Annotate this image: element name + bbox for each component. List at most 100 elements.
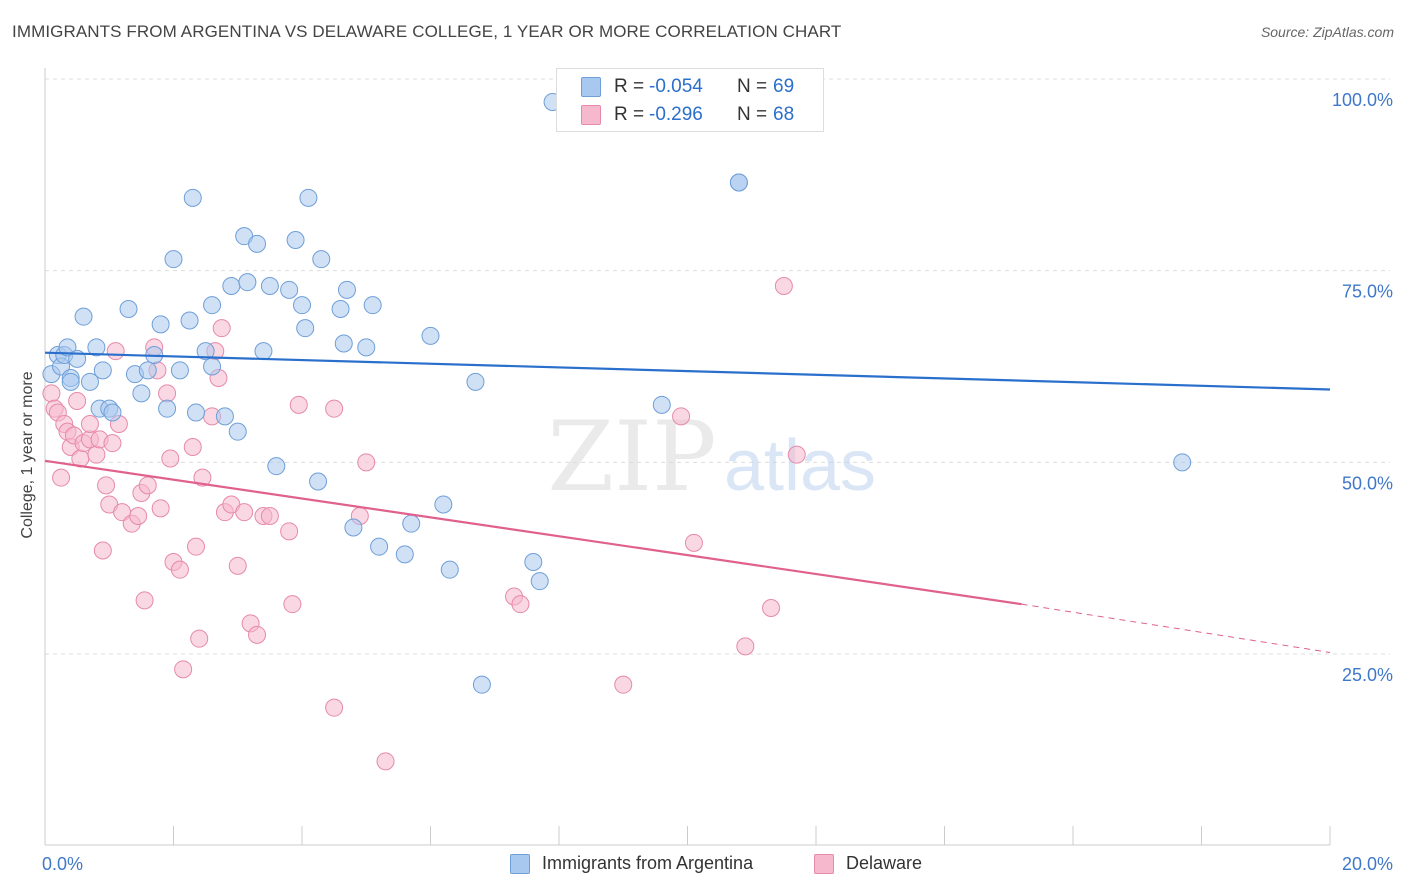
data-point-delaware — [280, 522, 299, 541]
data-point-argentina — [228, 422, 247, 441]
legend-n-label: N = — [737, 76, 768, 97]
data-point-delaware — [228, 556, 247, 575]
y-tick-label: 50.0% — [1342, 473, 1393, 493]
bottom-legend-delaware: Delaware — [814, 852, 954, 876]
data-point-argentina — [421, 326, 440, 345]
data-point-delaware — [357, 453, 376, 472]
data-point-argentina — [80, 372, 99, 391]
y-tick-label: 100.0% — [1332, 90, 1393, 110]
bottom-legend-argentina: Immigrants from Argentina — [510, 852, 790, 876]
data-point-delaware — [325, 698, 344, 717]
trend-line-delaware-extension — [1021, 603, 1331, 653]
data-point-delaware — [283, 595, 302, 614]
data-point-delaware — [774, 277, 793, 295]
data-point-delaware — [614, 675, 633, 694]
legend-r-label: R = — [614, 76, 645, 97]
y-tick-label: 75.0% — [1342, 282, 1393, 302]
data-point-delaware — [68, 392, 87, 410]
data-point-argentina — [299, 188, 318, 207]
data-point-argentina — [61, 372, 80, 391]
data-point-delaware — [787, 445, 806, 464]
legend-swatch-pink — [581, 105, 601, 125]
data-point-delaware — [376, 752, 395, 771]
data-point-argentina — [170, 361, 189, 380]
bottom-legend-swatch-blue — [510, 854, 530, 874]
data-point-argentina — [183, 188, 202, 207]
data-point-delaware — [161, 449, 180, 468]
data-point-argentina — [151, 315, 170, 334]
legend-row-argentina: R = -0.054 N = 69 — [557, 73, 823, 101]
data-point-argentina — [357, 338, 376, 357]
data-point-argentina — [440, 560, 459, 579]
watermark-atlas: atlas — [724, 426, 876, 506]
grid-layer — [45, 78, 1390, 655]
data-point-delaware — [183, 438, 202, 456]
data-point-delaware — [190, 629, 209, 648]
data-point-delaware — [235, 503, 254, 522]
data-point-argentina — [222, 277, 241, 295]
data-point-argentina — [158, 399, 177, 418]
data-point-delaware — [672, 407, 691, 426]
data-point-argentina — [1173, 453, 1192, 472]
bottom-legend-label: Delaware — [846, 853, 923, 873]
data-point-argentina — [524, 553, 543, 571]
data-point-argentina — [296, 319, 315, 338]
data-point-delaware — [736, 637, 755, 656]
data-point-argentina — [180, 311, 199, 330]
trend-lines — [44, 351, 1331, 653]
data-point-delaware — [193, 468, 212, 487]
data-point-argentina — [186, 403, 205, 422]
trend-line-delaware — [44, 459, 1022, 606]
data-point-argentina — [164, 250, 183, 269]
y-tick-label: 25.0% — [1342, 665, 1393, 685]
data-point-argentina — [402, 514, 421, 533]
legend-n-label: N = — [737, 104, 768, 125]
data-point-argentina — [344, 518, 363, 537]
data-point-argentina — [74, 307, 93, 326]
data-point-delaware — [87, 445, 106, 464]
legend-row-delaware: R = -0.296 N = 68 — [557, 101, 823, 129]
data-point-argentina — [196, 342, 215, 361]
data-point-delaware — [212, 319, 231, 338]
data-point-argentina — [238, 273, 257, 292]
data-point-delaware — [174, 660, 193, 679]
trend-line-argentina — [44, 351, 1331, 391]
data-point-delaware — [248, 625, 267, 644]
data-point-argentina — [138, 361, 157, 380]
data-point-argentina — [103, 403, 122, 422]
data-point-argentina — [280, 280, 299, 299]
data-point-argentina — [334, 334, 353, 353]
data-point-delaware — [762, 599, 781, 617]
data-point-delaware — [186, 537, 205, 556]
data-point-argentina — [248, 234, 267, 253]
data-point-delaware — [684, 533, 703, 552]
source-credit: Source: ZipAtlas.com — [1260, 24, 1394, 40]
watermark-zip: ZIP — [547, 401, 716, 513]
data-point-argentina — [309, 472, 328, 491]
data-point-argentina — [472, 675, 491, 694]
bottom-legend-label: Immigrants from Argentina — [542, 853, 754, 873]
correlation-legend: R = -0.054 N = 69 R = -0.296 N = 68 — [556, 68, 824, 132]
legend-r-label: R = — [614, 104, 645, 125]
data-point-argentina — [293, 296, 311, 315]
watermark: ZIP atlas — [547, 401, 876, 513]
data-point-delaware — [151, 499, 170, 518]
data-point-argentina — [466, 372, 485, 391]
bottom-legend-swatch-pink — [814, 854, 834, 874]
data-point-argentina — [203, 357, 222, 376]
data-point-delaware — [158, 384, 177, 403]
data-point-delaware — [106, 342, 125, 361]
data-point-delaware — [103, 434, 122, 453]
data-point-delaware — [135, 591, 154, 610]
data-point-argentina — [87, 338, 106, 357]
data-point-delaware — [511, 595, 530, 614]
data-point-argentina — [530, 572, 549, 591]
data-point-delaware — [52, 468, 71, 487]
data-point-argentina — [58, 338, 77, 357]
chart-title: IMMIGRANTS FROM ARGENTINA VS DELAWARE CO… — [12, 22, 842, 41]
data-point-delaware — [93, 541, 112, 560]
legend-n-value: 68 — [773, 104, 795, 125]
data-point-argentina — [119, 300, 138, 318]
data-point-argentina — [363, 296, 382, 315]
data-point-delaware — [170, 560, 189, 579]
